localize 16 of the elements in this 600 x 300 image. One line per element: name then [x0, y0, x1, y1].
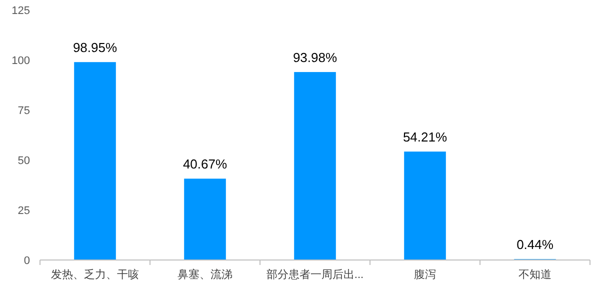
- y-tick-label: 25: [18, 204, 30, 217]
- data-label: 40.67%: [182, 156, 228, 172]
- data-label: 98.95%: [72, 40, 118, 56]
- y-tick-label: 125: [12, 4, 30, 17]
- x-tick-label: 不知道: [518, 269, 552, 281]
- x-tick-label: 部分患者一周后出...: [266, 268, 364, 281]
- y-tick-label: 0: [24, 254, 30, 267]
- y-tick-label: 50: [18, 154, 30, 167]
- y-tick-label: 75: [18, 104, 30, 117]
- x-tick-label: 发热、乏力、干咳: [51, 268, 139, 281]
- x-tick-label: 腹泻: [414, 269, 436, 281]
- x-tick-label: 鼻塞、流涕: [178, 268, 232, 281]
- data-label: 93.98%: [292, 50, 338, 66]
- y-tick-label: 100: [12, 54, 30, 67]
- data-label: 54.21%: [402, 130, 448, 145]
- data-label: 0.44%: [516, 237, 554, 252]
